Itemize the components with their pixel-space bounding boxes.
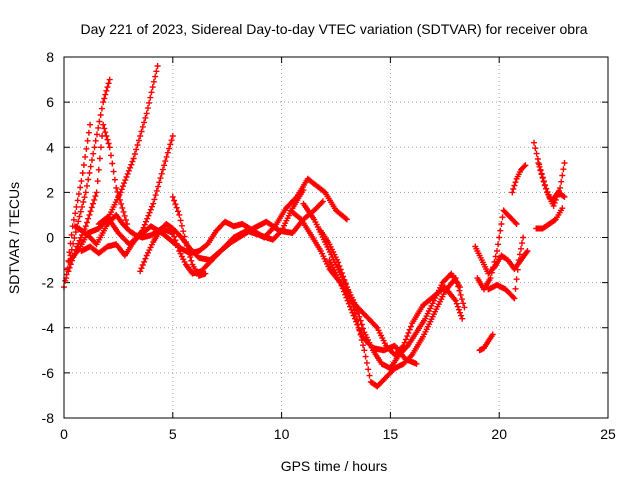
y-tick-label: -8 xyxy=(42,410,55,426)
y-tick-label: -2 xyxy=(42,275,55,291)
data-points xyxy=(61,63,568,390)
series-sat-l xyxy=(317,227,468,390)
series-sat-k xyxy=(300,200,463,372)
series-sat-m xyxy=(326,257,420,367)
grid-lines xyxy=(64,57,608,418)
series-sat-b xyxy=(63,121,94,282)
series-sat-i xyxy=(169,193,209,279)
plus-markers xyxy=(67,63,161,264)
series-sat-t xyxy=(533,205,566,232)
plus-markers xyxy=(300,200,463,372)
y-tick-label: 2 xyxy=(46,184,54,200)
series-sat-n xyxy=(476,331,496,354)
y-tick-label: -6 xyxy=(42,365,55,381)
y-tick-label: 8 xyxy=(46,49,54,65)
series-sat-r xyxy=(509,162,529,196)
plus-markers xyxy=(326,257,420,367)
y-axis-title: SDTVAR / TECUs xyxy=(6,182,22,294)
y-tick-label: -4 xyxy=(42,320,55,336)
x-tick-label: 25 xyxy=(600,426,616,442)
x-axis-title: GPS time / hours xyxy=(281,458,388,474)
plus-markers xyxy=(63,121,94,282)
y-tick-label: 0 xyxy=(46,230,54,246)
x-tick-label: 10 xyxy=(274,426,290,442)
series-sat-g xyxy=(95,175,350,257)
plus-markers xyxy=(169,193,209,279)
plus-markers xyxy=(476,331,496,354)
plus-markers xyxy=(485,234,527,302)
x-tick-label: 5 xyxy=(169,426,177,442)
chart-title: Day 221 of 2023, Sidereal Day-to-day VTE… xyxy=(80,21,587,37)
plus-markers xyxy=(533,205,566,232)
x-tick-label: 20 xyxy=(491,426,507,442)
y-tick-label: 4 xyxy=(46,139,54,155)
series-sat-p xyxy=(474,207,520,293)
x-tick-label: 15 xyxy=(383,426,399,442)
plot-frame xyxy=(63,56,609,419)
y-tick-label: 6 xyxy=(46,94,54,110)
plus-markers xyxy=(317,227,468,390)
plus-markers xyxy=(535,160,568,205)
plus-markers xyxy=(474,207,520,293)
series-sat-q xyxy=(485,234,527,302)
series-sat-u xyxy=(535,160,568,205)
plus-markers xyxy=(95,175,350,257)
plus-markers xyxy=(509,162,529,196)
series-sat-d xyxy=(67,63,161,264)
x-tick-label: 0 xyxy=(60,426,68,442)
